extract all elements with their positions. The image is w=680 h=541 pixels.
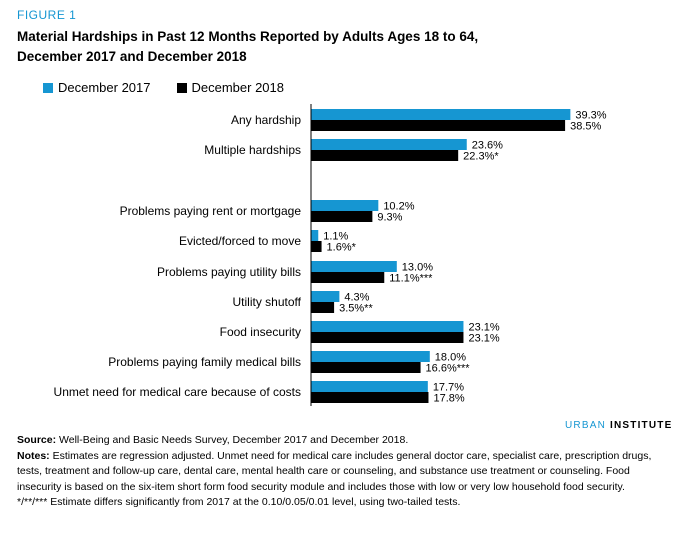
bar-2017 [311,109,571,120]
bar-2017 [311,351,430,362]
significance-line: */**/*** Estimate differs significantly … [17,496,461,508]
notes-label: Notes: [17,449,50,462]
data-label-2018: 3.5%** [339,303,373,315]
brand-part-1: URBAN [565,420,607,431]
bar-2018 [311,120,566,131]
legend-item-2017: December 2017 [43,80,151,95]
category-label: Problems paying utility bills [157,265,301,279]
data-label-2017: 1.1% [323,231,348,243]
bar-2017 [311,381,428,392]
bar-2018 [311,332,464,343]
data-label-2017: 18.0% [435,352,466,364]
bar-chart: Any hardship 39.3%38.5% Multiple hardships… [54,104,607,406]
bar-2017 [311,321,464,332]
data-label-2017: 13.0% [402,262,433,274]
notes-text: Estimates are regression adjusted. Unmet… [17,449,652,493]
category-label: Food insecurity [220,325,301,339]
bar-2018 [311,392,429,403]
bar-2018 [311,241,322,252]
brand-part-2: INSTITUTE [610,420,673,431]
category-label: Multiple hardships [204,143,301,157]
category-label: Problems paying family medical bills [108,355,301,369]
category-label: Unmet need for medical care because of c… [54,385,301,399]
category-label: Any hardship [231,113,301,127]
chart-title: Material Hardships in Past 12 Months Rep… [17,27,657,67]
legend-swatch-2018 [176,82,187,93]
source-text: Well-Being and Basic Needs Survey, Decem… [59,434,409,446]
notes-section: Source: Well-Being and Basic Needs Surve… [17,433,667,511]
data-label-2018: 16.6%*** [426,363,471,375]
source-line: Source: Well-Being and Basic Needs Surve… [17,433,667,449]
category-label: Utility shutoff [233,295,302,309]
data-label-2017: 39.3% [575,110,606,122]
data-label-2018: 9.3% [377,212,402,224]
bar-2017 [311,261,397,272]
notes-line: Notes: Estimates are regression adjusted… [17,449,667,496]
data-label-2017: 10.2% [383,201,414,213]
brand-logo: URBAN INSTITUTE [565,420,672,431]
data-label-2018: 1.6%* [327,242,357,254]
data-label-2018: 22.3%* [463,151,499,163]
chart-title-line-2: December 2017 and December 2018 [17,49,247,64]
bar-2018 [311,211,373,222]
data-label-2018: 17.8% [433,393,464,405]
data-label-2018: 38.5% [570,121,601,133]
bar-2018 [311,302,335,313]
data-label-2017: 23.6% [472,140,503,152]
bar-2018 [311,362,421,373]
source-label: Source: [17,434,57,446]
chart-title-line-1: Material Hardships in Past 12 Months Rep… [17,29,479,44]
data-label-2017: 4.3% [344,292,369,304]
chart-legend: December 2017 December 2018 [43,80,310,95]
bar-2018 [311,150,459,161]
data-label-2018: 23.1% [468,333,499,345]
legend-label-2017: December 2017 [58,80,151,95]
bar-2017 [311,200,379,211]
bar-2017 [311,230,319,241]
legend-label-2018: December 2018 [191,80,285,95]
data-label-2017: 23.1% [468,322,499,334]
data-label-2017: 17.7% [433,382,464,394]
data-label-2018: 11.1%*** [389,273,433,285]
bar-2018 [311,272,385,283]
category-label: Problems paying rent or mortgage [120,204,302,218]
legend-swatch-2017 [43,82,53,93]
bar-2017 [311,139,467,150]
legend-item-2018: December 2018 [176,80,285,95]
category-label: Evicted/forced to move [179,234,301,248]
figure-label: FIGURE 1 [17,8,77,22]
bar-2017 [311,291,340,302]
